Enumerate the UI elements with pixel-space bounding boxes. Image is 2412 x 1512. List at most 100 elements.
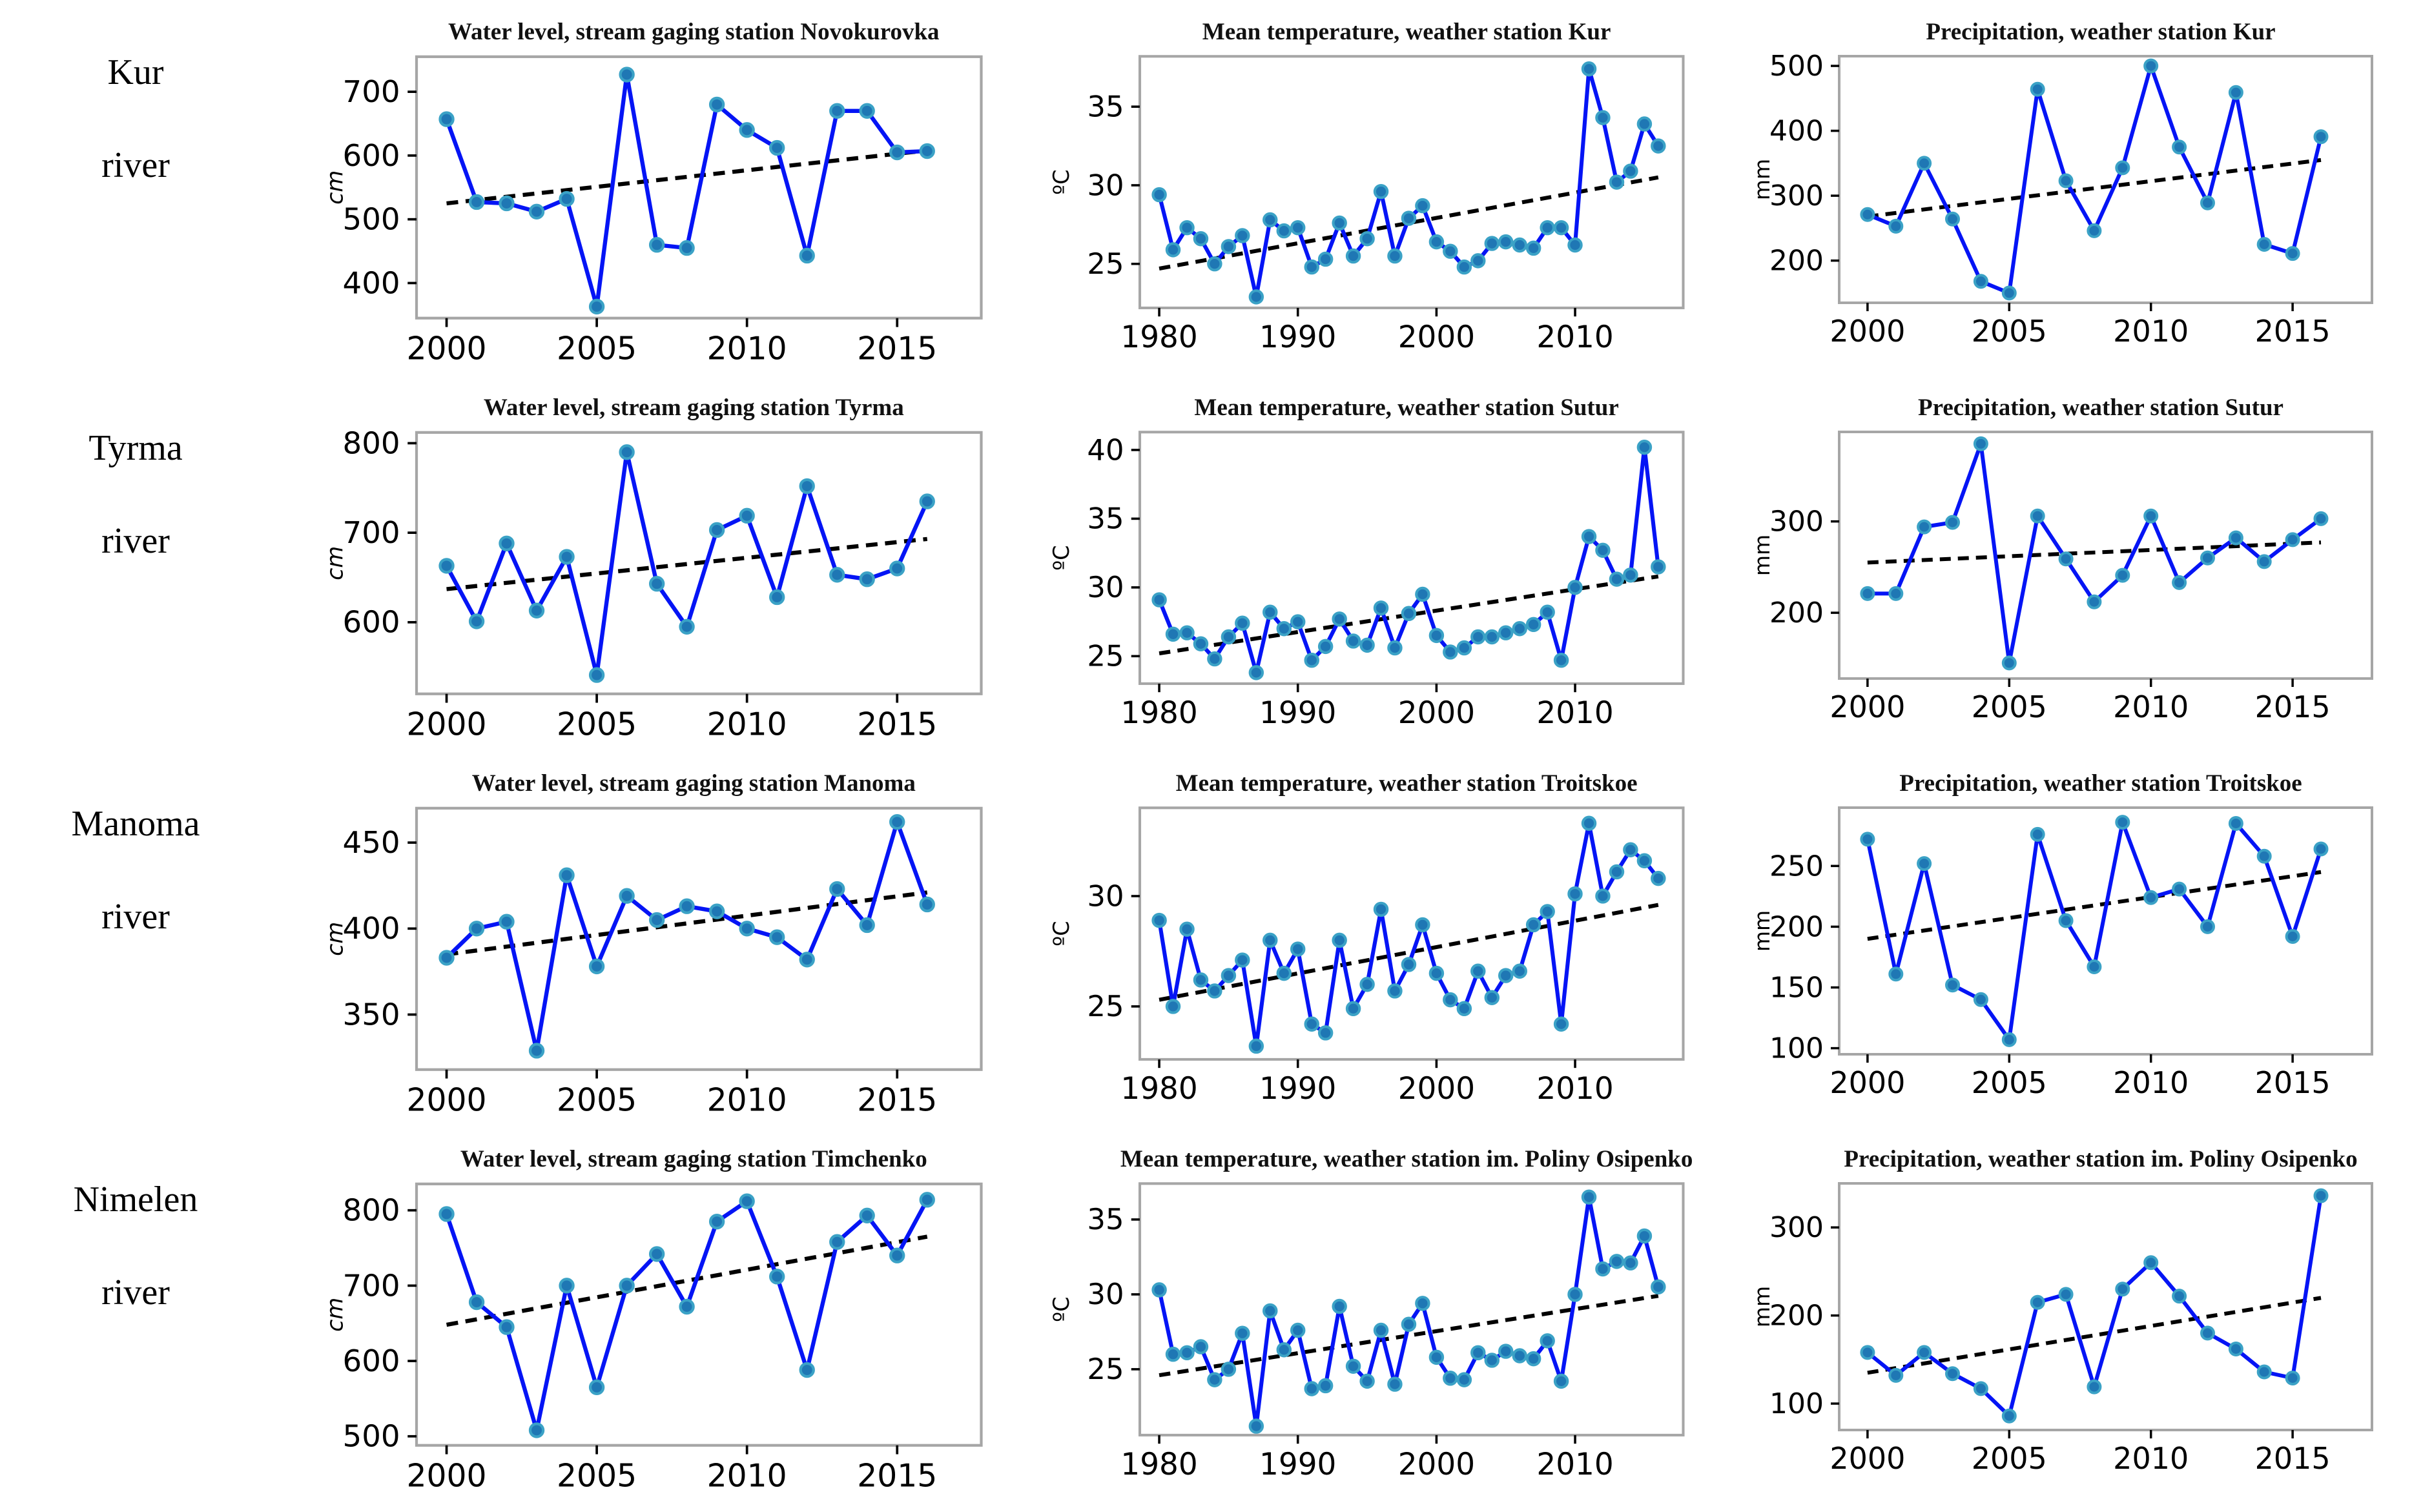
chart-title: Mean temperature, weather station Troits… [1175, 770, 1638, 797]
svg-text:1980: 1980 [1120, 695, 1197, 731]
row-label-line: Kur [107, 52, 164, 92]
svg-text:2000: 2000 [1830, 690, 1905, 724]
chart-title: Mean temperature, weather station im. Po… [1120, 1146, 1693, 1172]
svg-text:2015: 2015 [857, 331, 937, 367]
line-chart: 100 200 300 2000 2005 2010 2015 mm [1749, 1182, 2373, 1476]
chart-title: Water level, stream gaging station Tyrma [483, 394, 904, 421]
chart-cell: Water level, stream gaging station Tyrma… [314, 385, 998, 761]
svg-text:2010: 2010 [2113, 1065, 2189, 1100]
svg-text:2010: 2010 [1536, 695, 1613, 731]
svg-text:25: 25 [1087, 639, 1124, 673]
svg-text:2015: 2015 [857, 1082, 937, 1118]
svg-text:2005: 2005 [557, 1458, 637, 1494]
svg-text:2015: 2015 [2255, 314, 2331, 349]
svg-text:30: 30 [1087, 879, 1124, 913]
svg-text:2010: 2010 [2113, 690, 2189, 724]
line-chart: 500 600 700 800 2000 2005 2010 2015 cm [323, 1182, 983, 1494]
svg-text:400: 400 [1769, 115, 1824, 148]
svg-text:300: 300 [1769, 1211, 1824, 1244]
row-label-line: river [101, 521, 170, 561]
svg-text:2005: 2005 [557, 1082, 637, 1118]
chart-title: Water level, stream gaging station Novok… [448, 19, 940, 45]
svg-text:800: 800 [343, 425, 400, 460]
svg-text:2010: 2010 [707, 1082, 787, 1118]
svg-text:2015: 2015 [2255, 690, 2331, 724]
line-chart: 400 500 600 700 2000 2005 2010 2015 cm [323, 55, 983, 367]
svg-text:700: 700 [343, 1268, 400, 1303]
svg-text:2000: 2000 [406, 331, 486, 367]
line-chart: 200 300 400 500 2000 2005 2010 2015 mm [1749, 50, 2373, 349]
svg-text:mm: mm [1749, 1286, 1775, 1327]
svg-text:500: 500 [1769, 50, 1824, 83]
chart-cell: Water level, stream gaging station Manom… [314, 761, 998, 1136]
svg-text:35: 35 [1087, 90, 1124, 124]
svg-text:2005: 2005 [557, 706, 637, 742]
svg-text:30: 30 [1087, 168, 1124, 202]
chart-cell: Water level, stream gaging station Novok… [314, 9, 998, 385]
chart-title: Precipitation, weather station im. Polin… [1844, 1146, 2358, 1172]
svg-text:mm: mm [1749, 535, 1775, 576]
row-label-manoma-river: Manoma river [0, 761, 271, 1136]
svg-text:700: 700 [343, 515, 400, 550]
svg-text:25: 25 [1087, 1352, 1124, 1386]
row-label-line: Nimelen [73, 1180, 198, 1220]
svg-text:500: 500 [343, 1419, 400, 1454]
svg-text:600: 600 [343, 138, 400, 173]
line-chart: 25 30 35 1980 1990 2000 2010 ºC [1049, 1182, 1685, 1482]
line-chart: 25 30 1980 1990 2000 2010 ºC [1049, 806, 1685, 1107]
svg-text:1990: 1990 [1259, 1071, 1336, 1107]
svg-text:800: 800 [343, 1193, 400, 1228]
svg-text:200: 200 [1769, 910, 1824, 943]
row-label-kur-river: Kur river [0, 9, 271, 385]
svg-text:2010: 2010 [1536, 1071, 1613, 1107]
chart-cell: Mean temperature, weather station im. Po… [1041, 1136, 1700, 1512]
svg-text:mm: mm [1749, 159, 1775, 200]
svg-text:2000: 2000 [1398, 320, 1475, 355]
svg-text:2010: 2010 [2113, 314, 2189, 349]
svg-text:25: 25 [1087, 247, 1124, 281]
chart-title: Precipitation, weather station Sutur [1918, 394, 2283, 421]
svg-text:ºC: ºC [1049, 169, 1074, 194]
svg-text:30: 30 [1087, 1277, 1124, 1311]
svg-text:100: 100 [1769, 1387, 1824, 1420]
svg-text:2000: 2000 [1398, 1071, 1475, 1107]
svg-text:1980: 1980 [1120, 1071, 1197, 1107]
svg-text:cm: cm [323, 922, 349, 956]
svg-text:100: 100 [1769, 1032, 1824, 1065]
svg-text:1990: 1990 [1259, 695, 1336, 731]
svg-text:cm: cm [323, 170, 349, 205]
row-label-line: river [101, 897, 170, 937]
svg-text:2000: 2000 [1830, 1065, 1905, 1100]
svg-text:cm: cm [323, 546, 349, 580]
svg-text:400: 400 [343, 265, 400, 300]
row-label-nimelen-river: Nimelen river [0, 1136, 271, 1512]
svg-text:2005: 2005 [1972, 314, 2047, 349]
row-label-line: Tyrma [88, 428, 183, 468]
svg-text:600: 600 [343, 1343, 400, 1378]
svg-text:cm: cm [323, 1298, 349, 1332]
svg-text:2015: 2015 [2255, 1441, 2331, 1476]
svg-text:2000: 2000 [406, 1458, 486, 1494]
svg-text:1990: 1990 [1259, 1447, 1336, 1482]
svg-text:400: 400 [343, 911, 400, 946]
svg-text:2010: 2010 [707, 706, 787, 742]
svg-text:2010: 2010 [707, 1458, 787, 1494]
line-chart: 25 30 35 40 1980 1990 2000 2010 ºC [1049, 431, 1685, 731]
svg-text:ºC: ºC [1049, 921, 1074, 946]
line-chart: 600 700 800 2000 2005 2010 2015 cm [323, 425, 983, 742]
row-label-line: Manoma [71, 804, 200, 844]
svg-text:200: 200 [1769, 1300, 1824, 1333]
svg-text:250: 250 [1769, 850, 1824, 883]
chart-cell: Precipitation, weather station Kur 200 30… [1742, 9, 2388, 385]
chart-cell: Mean temperature, weather station Troits… [1041, 761, 1700, 1136]
row-label-line: river [101, 145, 170, 185]
chart-title: Water level, stream gaging station Manom… [471, 770, 916, 797]
svg-text:2000: 2000 [406, 706, 486, 742]
chart-cell: Precipitation, weather station im. Polin… [1742, 1136, 2388, 1512]
svg-text:ºC: ºC [1049, 1296, 1074, 1322]
svg-text:2005: 2005 [1972, 1441, 2047, 1476]
line-chart: 350 400 450 2000 2005 2010 2015 cm [323, 806, 983, 1118]
svg-text:2000: 2000 [1398, 695, 1475, 731]
svg-text:2000: 2000 [406, 1082, 486, 1118]
chart-title: Mean temperature, weather station Kur [1202, 19, 1611, 45]
